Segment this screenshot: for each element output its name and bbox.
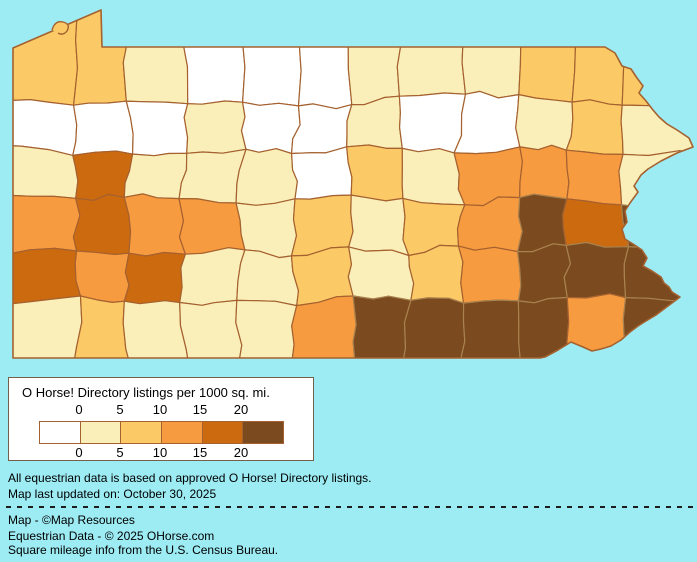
county-region	[347, 246, 415, 301]
county-region	[13, 295, 83, 358]
legend-tick-label: 5	[116, 402, 124, 417]
legend-color-swatch	[79, 422, 121, 443]
county-region	[400, 297, 466, 358]
county-region	[13, 98, 78, 156]
legend-ticks-bottom: 0 5 10 15 20	[39, 445, 282, 460]
legend-tick-label: 0	[75, 445, 83, 460]
legend-tick-label: 20	[233, 445, 249, 460]
county-region	[408, 244, 465, 304]
county-region	[72, 150, 134, 201]
county-region	[346, 10, 405, 106]
county-region	[621, 10, 693, 107]
county-region	[236, 249, 300, 307]
data-source-note: All equestrian data is based on approved…	[8, 471, 372, 485]
county-region	[398, 92, 467, 154]
legend-swatch-bar	[39, 421, 284, 444]
pennsylvania-county-map	[12, 9, 694, 359]
county-region	[457, 245, 522, 304]
county-region	[348, 194, 410, 257]
county-region	[122, 10, 189, 105]
square-mileage-credit: Square mileage info from the U.S. Census…	[8, 543, 279, 557]
county-region	[13, 247, 82, 306]
county-region	[515, 93, 574, 151]
county-region	[563, 241, 630, 299]
legend-tick-label: 20	[233, 402, 249, 417]
county-region	[235, 299, 298, 358]
county-region	[123, 251, 186, 305]
county-region	[516, 193, 568, 253]
county-region	[179, 299, 243, 358]
state-outline	[12, 9, 694, 359]
legend-box: O Horse! Directory listings per 1000 sq.…	[8, 377, 314, 461]
county-region	[346, 95, 403, 149]
legend-color-swatch	[201, 422, 243, 443]
county-region	[13, 194, 81, 256]
county-region	[122, 300, 191, 358]
county-region	[352, 295, 412, 358]
county-region	[620, 102, 693, 157]
county-region	[125, 100, 189, 157]
county-region	[13, 144, 79, 199]
dashed-separator	[6, 506, 695, 508]
county-region	[123, 193, 186, 257]
legend-title: O Horse! Directory listings per 1000 sq.…	[22, 385, 270, 400]
last-updated-note: Map last updated on: October 30, 2025	[8, 487, 217, 501]
equestrian-data-credit: Equestrian Data - © 2025 OHorse.com	[8, 529, 215, 543]
county-region	[453, 90, 521, 155]
county-region	[517, 10, 577, 103]
county-region	[291, 146, 353, 200]
legend-tick-label: 10	[152, 402, 168, 417]
county-region	[123, 152, 188, 200]
county-region	[297, 10, 353, 110]
county-region	[72, 295, 133, 358]
legend-color-swatch	[40, 422, 80, 443]
county-region	[566, 293, 627, 358]
county-region	[240, 101, 301, 155]
county-region	[74, 250, 130, 303]
presque-isle-peninsula	[51, 20, 70, 35]
legend-color-swatch	[120, 422, 162, 443]
county-region	[517, 296, 574, 358]
county-region	[179, 247, 246, 306]
county-region	[180, 10, 246, 105]
county-region	[623, 246, 693, 302]
county-region	[459, 10, 522, 99]
county-region	[290, 295, 357, 358]
map-credit: Map - ©Map Resources	[8, 513, 135, 527]
county-region	[621, 297, 693, 358]
county-region	[178, 198, 246, 255]
county-region	[72, 100, 134, 156]
county-region	[562, 198, 630, 248]
legend-tick-label: 15	[192, 402, 208, 417]
county-region	[618, 150, 693, 209]
county-region	[456, 196, 523, 253]
county-region	[291, 103, 353, 155]
county-region	[516, 243, 572, 304]
county-region	[235, 198, 298, 259]
county-regions	[13, 10, 693, 358]
county-region	[565, 149, 624, 206]
county-region	[565, 99, 624, 155]
legend-tick-label: 5	[116, 445, 124, 460]
county-region	[183, 100, 247, 154]
legend-tick-label: 10	[152, 445, 168, 460]
county-region	[235, 148, 298, 206]
county-region	[72, 193, 132, 256]
legend-tick-label: 0	[75, 402, 83, 417]
county-region	[346, 144, 404, 202]
county-region	[458, 299, 522, 358]
county-region	[620, 202, 693, 254]
county-region	[519, 144, 570, 200]
county-region	[396, 10, 467, 97]
county-region	[571, 10, 626, 106]
legend-ticks-top: 0 5 10 15 20	[39, 402, 282, 417]
legend-color-swatch	[161, 422, 202, 443]
legend-color-swatch	[242, 422, 284, 443]
county-region	[241, 10, 302, 107]
legend-tick-label: 15	[192, 445, 208, 460]
